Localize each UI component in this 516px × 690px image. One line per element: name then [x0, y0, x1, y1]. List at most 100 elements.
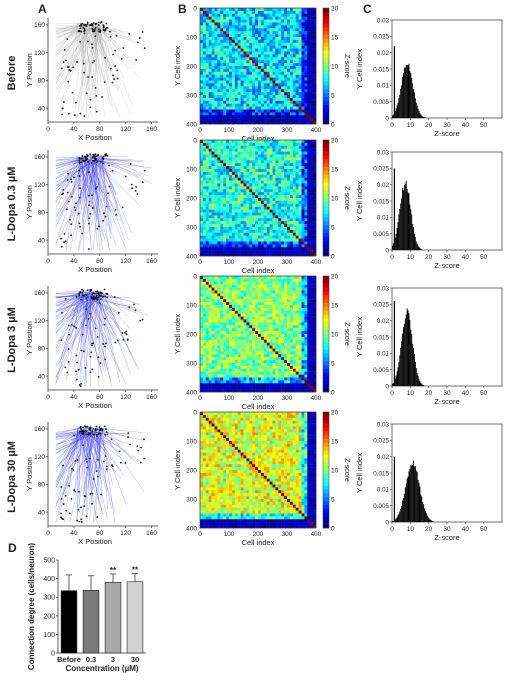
heatmap-cell	[211, 224, 215, 228]
heatmap-cell	[231, 183, 235, 187]
heatmap-cell	[231, 203, 235, 207]
heatmap-cell	[289, 145, 293, 149]
network-node	[89, 106, 92, 109]
heatmap-cell	[284, 45, 288, 49]
network-edge	[55, 432, 79, 523]
heatmap-cell	[234, 13, 238, 17]
heatmap-cell	[304, 80, 308, 84]
heatmap-cell	[263, 305, 267, 309]
heatmap-cell	[281, 25, 285, 29]
heatmap-cell	[217, 305, 221, 309]
heatmap-cell	[304, 142, 308, 146]
network-node	[101, 429, 104, 432]
heatmap-cell	[214, 16, 218, 20]
network-node	[82, 62, 85, 65]
heatmap-cell	[223, 71, 227, 75]
heatmap-cell	[313, 180, 317, 184]
network-edge	[55, 159, 102, 187]
heatmap-cell	[313, 71, 317, 75]
heatmap-cell	[304, 238, 308, 242]
heatmap-cell	[287, 206, 291, 210]
heatmap-cell	[237, 218, 241, 222]
heatmap-cell	[243, 227, 247, 231]
heatmap-cell	[220, 109, 224, 113]
heatmap-cell	[275, 97, 279, 101]
heatmap-cell	[234, 10, 238, 14]
network-node	[104, 345, 106, 348]
heatmap-cell	[289, 97, 293, 101]
heatmap-cell	[272, 63, 276, 67]
heatmap-cell	[258, 74, 262, 78]
heatmap-cell	[234, 232, 238, 236]
heatmap-cell	[278, 180, 282, 184]
network-node	[85, 308, 87, 311]
heatmap-cell	[208, 121, 212, 125]
heatmap-cell	[226, 238, 230, 242]
heatmap-cell	[252, 229, 256, 233]
heatmap-cell	[284, 22, 288, 26]
network-edge	[55, 292, 87, 318]
heatmap-cell	[266, 13, 270, 17]
heatmap-cell	[260, 71, 264, 75]
network-node	[124, 331, 126, 334]
heatmap-cell	[249, 232, 253, 236]
heatmap-cell	[249, 37, 253, 41]
heatmap-cell	[263, 103, 267, 107]
heatmap-cell	[252, 224, 256, 228]
heatmap-cell	[298, 106, 302, 110]
heatmap-cell	[252, 66, 256, 70]
heatmap-cell	[249, 103, 253, 107]
network-edge	[74, 155, 92, 242]
heatmap-cell	[281, 77, 285, 81]
heatmap-cell	[240, 281, 244, 285]
heatmap-cell	[214, 195, 218, 199]
heatmap-cell	[289, 112, 293, 116]
heatmap-cell	[208, 109, 212, 113]
heatmap-cell	[260, 83, 264, 87]
heatmap-cell	[281, 160, 285, 164]
network-node	[82, 444, 84, 447]
network-node	[96, 298, 98, 301]
heatmap-cell	[272, 100, 276, 104]
heatmap-cell	[237, 287, 241, 291]
heatmap-cell	[284, 171, 288, 175]
heatmap-cell	[301, 109, 305, 113]
network-edge	[94, 431, 123, 456]
heatmap-cell	[237, 206, 241, 210]
heatmap-cell	[252, 281, 256, 285]
heatmap-cell	[208, 63, 212, 67]
heatmap-cell	[269, 284, 273, 288]
network-edge	[84, 29, 97, 101]
heatmap-cell	[211, 247, 215, 251]
heatmap-cell	[205, 307, 209, 311]
heatmap-cell	[266, 25, 270, 29]
heatmap-cell	[243, 83, 247, 87]
heatmap-cell	[229, 16, 233, 20]
heatmap-cell	[200, 112, 204, 116]
heatmap-cell	[252, 232, 256, 236]
heatmap-cell	[202, 186, 206, 190]
heatmap-cell	[313, 192, 317, 196]
heatmap-cell	[281, 307, 285, 311]
heatmap-cell	[214, 203, 218, 207]
heatmap-cell	[272, 284, 276, 288]
network-node	[74, 460, 77, 462]
heatmap-cell	[202, 157, 206, 161]
network-edge	[56, 24, 83, 70]
heatmap-cell	[217, 97, 221, 101]
heatmap-cell	[281, 305, 285, 309]
heatmap-cell	[240, 34, 244, 38]
network-edge	[55, 294, 81, 385]
heatmap-cell	[289, 186, 293, 190]
heatmap-cell	[281, 169, 285, 173]
heatmap-cell	[301, 39, 305, 43]
network-edge	[55, 158, 86, 168]
heatmap-cell	[289, 60, 293, 64]
heatmap-cell	[249, 10, 253, 14]
heatmap-cell	[281, 74, 285, 78]
heatmap-cell	[269, 77, 273, 81]
network-node	[97, 356, 100, 359]
heatmap-cell	[263, 100, 267, 104]
heatmap-cell	[263, 160, 267, 164]
network-node	[63, 241, 65, 244]
